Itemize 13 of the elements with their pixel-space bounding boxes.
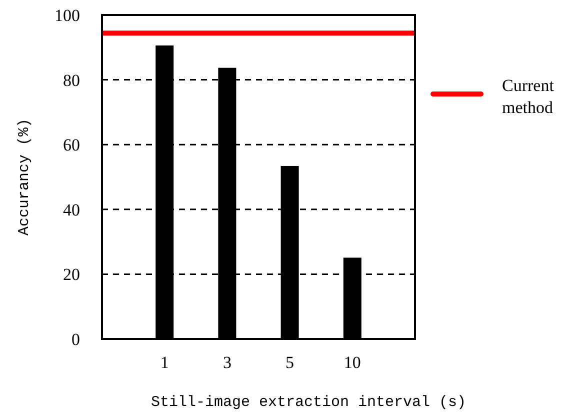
- x-tick-label: 10: [344, 353, 361, 372]
- x-tick-label: 5: [286, 353, 294, 372]
- y-axis-title: Accurancy (%): [16, 118, 33, 236]
- x-axis-title: Still-image extraction interval (s): [150, 394, 466, 411]
- x-tick-label: 1: [160, 353, 169, 372]
- y-tick-label: 60: [63, 136, 80, 155]
- y-tick-label: 100: [54, 6, 80, 25]
- y-tick-label: 0: [72, 330, 80, 349]
- y-tick-label: 20: [63, 265, 80, 284]
- legend-label: Current method: [502, 76, 554, 117]
- y-tick-label: 40: [63, 200, 80, 220]
- x-tick-label: 3: [222, 353, 232, 372]
- y-tick-label: 80: [63, 70, 80, 90]
